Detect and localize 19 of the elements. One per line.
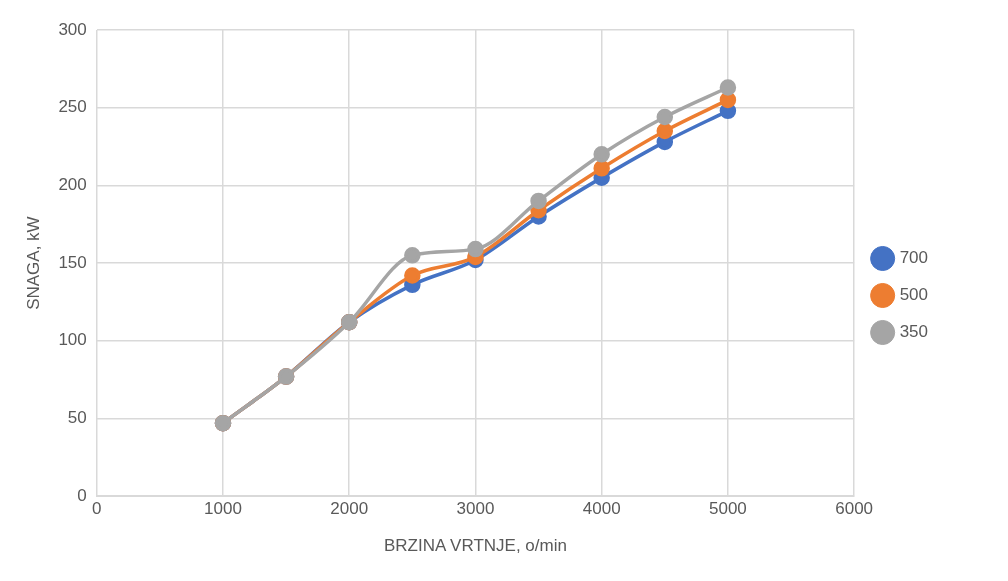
x-tick-label: 0	[92, 499, 102, 519]
y-tick-label: 250	[58, 97, 87, 117]
y-tick-label: 100	[58, 330, 87, 350]
x-axis-title: BRZINA VRTNJE, o/min	[383, 536, 567, 556]
legend-label: 500	[899, 285, 929, 305]
y-tick-label: 200	[58, 175, 87, 195]
legend-label: 350	[899, 322, 929, 342]
legend-label: 700	[899, 248, 929, 268]
x-tick-label: 1000	[204, 499, 242, 519]
y-tick-label: 0	[77, 485, 87, 505]
y-tick-label: 300	[58, 19, 87, 39]
x-tick-label: 2000	[330, 499, 369, 519]
x-tick-label: 3000	[456, 499, 495, 519]
y-tick-label: 50	[67, 408, 87, 428]
y-tick-label: 150	[58, 252, 87, 272]
x-tick-label: 6000	[835, 499, 874, 519]
x-tick-label: 5000	[708, 499, 747, 519]
y-axis-title: SNAGA, kW	[23, 216, 43, 310]
x-tick-label: 4000	[582, 499, 621, 519]
